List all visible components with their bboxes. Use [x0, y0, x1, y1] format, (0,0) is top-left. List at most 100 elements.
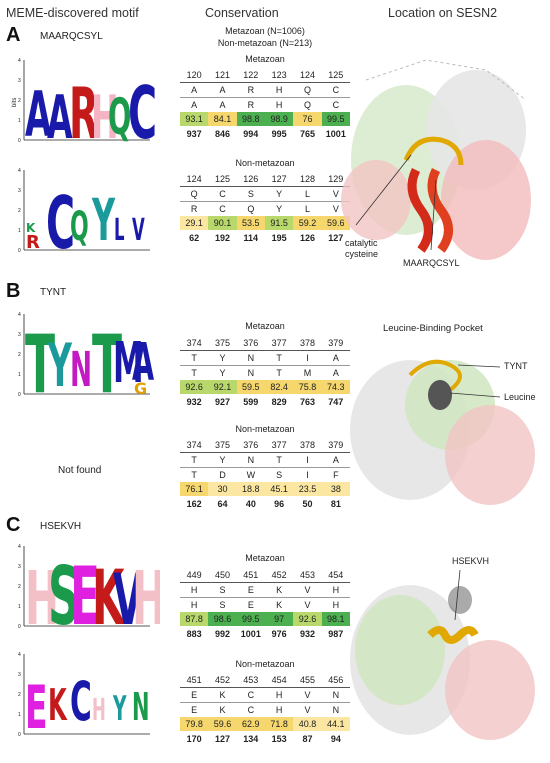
cell-counts: 829 — [271, 397, 287, 407]
structure-b — [350, 359, 535, 505]
cell-percent: 92.6 — [293, 612, 322, 626]
cell-target: N — [332, 705, 340, 715]
cell-percent: 76 — [293, 112, 322, 126]
not-found-label: Not found — [58, 465, 102, 476]
motif-name-b: TYNT — [40, 287, 67, 298]
cell-percent: 87.8 — [180, 612, 209, 626]
cell-positions: 456 — [321, 673, 350, 688]
cell-counts: 763 — [299, 397, 315, 407]
cell-target: C — [247, 705, 255, 715]
cell-ref: H — [264, 82, 294, 98]
svg-text:3: 3 — [18, 564, 21, 570]
cell-counts: 170 — [186, 734, 202, 744]
annotation-maarqcsyl: MAARQCSYL — [403, 258, 460, 268]
logo-letter: H — [25, 557, 59, 638]
top-note-metazoan: Metazoan (N=1006) — [225, 26, 305, 36]
cell-percent: 98.8 — [236, 112, 265, 126]
cell-positions: 377 — [264, 336, 294, 351]
cell-positions: 452 — [208, 673, 237, 688]
svg-text:2: 2 — [18, 208, 21, 214]
cell-counts: 976 — [271, 629, 287, 639]
svg-text:0: 0 — [18, 248, 21, 254]
header-conservation: Conservation — [205, 6, 279, 20]
cell-counts: 765 — [299, 129, 315, 139]
top-note-nonmetazoan: Non-metazoan (N=213) — [217, 38, 313, 48]
header-motif: MEME-discovered motif — [6, 6, 139, 20]
table-label-a-nonmetazoan: Non-metazoan — [235, 158, 295, 168]
header-location: Location on SESN2 — [388, 6, 498, 20]
logo-letter: A — [25, 79, 52, 151]
logo-letter: V — [132, 213, 145, 248]
cell-counts: 932 — [299, 629, 315, 639]
cell-percent: 75.8 — [293, 380, 322, 394]
cell-counts: 937 — [186, 129, 202, 139]
cell-ref: C — [321, 82, 350, 98]
motif-name-a: MAARQCSYL — [40, 31, 103, 42]
table-row-percent: 29.1 90.1 53.5 91.5 59.2 59.6 — [180, 216, 350, 230]
cell-percent: 23.5 — [293, 482, 322, 496]
cell-percent: 76.1 — [180, 482, 209, 496]
svg-text:K: K — [26, 221, 36, 235]
table-row-counts: 937 846 994 995 765 1001 — [180, 126, 350, 142]
cell-percent: 59.6 — [208, 717, 237, 731]
cell-percent: 40.8 — [293, 717, 322, 731]
cell-counts: 40 — [245, 499, 256, 509]
cell-ref: H — [264, 687, 294, 703]
logo-letter: Q — [70, 203, 89, 250]
cell-positions: 375 — [208, 438, 237, 453]
table-row-positions: 374 375 376 377 378 379 — [180, 438, 350, 453]
cell-percent: 45.1 — [264, 482, 294, 496]
cell-counts: 134 — [243, 734, 259, 744]
cell-percent: 99.5 — [321, 112, 350, 126]
cell-positions: 126 — [236, 172, 265, 187]
cell-target: V — [304, 600, 311, 610]
cell-positions: 454 — [321, 568, 350, 583]
cell-ref: E — [180, 687, 209, 703]
cell-target: M — [303, 368, 312, 378]
cell-ref: K — [208, 687, 237, 703]
panel-letter-a: A — [6, 24, 21, 46]
logo-letter: Y — [47, 331, 72, 400]
cell-positions: 120 — [180, 68, 209, 83]
cell-target: A — [219, 100, 226, 110]
svg-text:1: 1 — [18, 604, 21, 610]
cell-positions: 129 — [321, 172, 350, 187]
logo-letter: H — [91, 83, 119, 152]
cell-ref: T — [180, 452, 209, 468]
cell-target: H — [332, 600, 340, 610]
cell-positions: 453 — [293, 568, 322, 583]
cell-counts: 599 — [243, 397, 259, 407]
cell-counts: 81 — [330, 499, 341, 509]
conservation-table-a-metazoan: 120 121 122 123 124 125 A A R H Q C A A R H Q C 93.1 84.1 98… — [180, 68, 350, 142]
cell-counts: 995 — [271, 129, 287, 139]
conservation-table-c-nonmetazoan: 451 452 453 454 455 456 E K C H V N E K C H V N 79.8 59.6 62… — [180, 673, 350, 747]
table-row-percent: 87.8 98.6 99.5 97 92.6 98.1 — [180, 612, 350, 626]
cell-positions: 449 — [180, 568, 209, 583]
cell-ref: C — [208, 186, 237, 202]
table-row-positions: 449 450 451 452 453 454 — [180, 568, 350, 583]
cell-positions: 123 — [264, 68, 294, 83]
svg-text:4: 4 — [18, 544, 21, 550]
cell-percent: 74.3 — [321, 380, 350, 394]
cell-target: R — [247, 100, 255, 110]
cell-percent: 97 — [264, 612, 294, 626]
logo-letter: E — [25, 673, 48, 742]
cell-percent: 18.8 — [236, 482, 265, 496]
cell-ref: H — [180, 582, 209, 598]
cell-ref: A — [208, 82, 237, 98]
cell-ref: Q — [293, 82, 322, 98]
cell-ref: I — [293, 350, 322, 366]
cell-positions: 451 — [236, 568, 265, 583]
cell-percent: 92.6 — [180, 380, 209, 394]
cell-positions: 127 — [264, 172, 294, 187]
cell-target: Y — [276, 204, 283, 214]
table-label-b-metazoan: Metazoan — [245, 321, 285, 331]
cell-percent: 59.2 — [293, 216, 322, 230]
cell-positions: 452 — [264, 568, 294, 583]
